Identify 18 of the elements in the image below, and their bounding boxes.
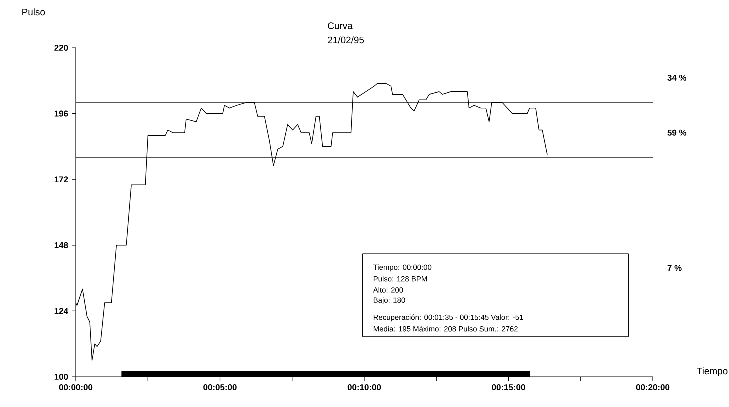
x-axis-title: Tiempo — [697, 368, 728, 376]
text: 59 % — [668, 130, 687, 136]
y-tick-label: 148 — [54, 242, 68, 248]
x-tick-label: 00:10:00 — [348, 384, 382, 390]
y-tick-label: 196 — [54, 110, 68, 117]
y-axis-title: Pulso — [22, 8, 46, 16]
chart-subtitle: 21/02/95 — [328, 36, 364, 44]
y-tick-label: 100 — [54, 374, 68, 380]
y-tick-label: 124 — [54, 308, 68, 314]
text: 34 % — [668, 74, 687, 81]
x-tick-label: 00:05:00 — [204, 384, 237, 390]
x-tick-label: 00:00:00 — [59, 384, 93, 390]
chart-title: Curva — [328, 22, 353, 30]
x-tick-label: 00:15:00 — [492, 384, 526, 390]
y-tick-label: 172 — [54, 176, 68, 183]
y-tick-label: 220 — [54, 45, 68, 51]
x-tick-label: 00:20:00 — [636, 384, 670, 390]
text: 7 % — [668, 265, 682, 272]
